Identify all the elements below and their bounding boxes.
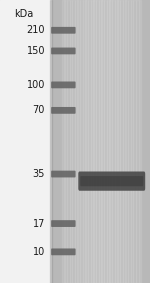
Bar bbox=[117, 0, 120, 283]
Bar bbox=[120, 0, 123, 283]
Text: 10: 10 bbox=[33, 247, 45, 257]
Bar bbox=[64, 0, 67, 283]
Bar bbox=[112, 0, 115, 283]
FancyBboxPatch shape bbox=[51, 248, 76, 255]
Bar bbox=[123, 0, 126, 283]
Bar bbox=[52, 0, 150, 283]
Bar bbox=[67, 0, 70, 283]
Bar bbox=[80, 0, 83, 283]
FancyBboxPatch shape bbox=[51, 48, 76, 54]
FancyBboxPatch shape bbox=[51, 82, 76, 88]
Text: 100: 100 bbox=[27, 80, 45, 90]
Bar bbox=[85, 0, 88, 283]
Bar bbox=[136, 0, 139, 283]
FancyBboxPatch shape bbox=[78, 171, 145, 191]
Bar bbox=[96, 0, 99, 283]
FancyBboxPatch shape bbox=[51, 171, 76, 177]
Bar bbox=[91, 0, 94, 283]
Bar bbox=[128, 0, 131, 283]
Bar bbox=[0, 0, 52, 283]
FancyBboxPatch shape bbox=[80, 176, 143, 186]
Bar bbox=[104, 0, 107, 283]
Bar bbox=[88, 0, 91, 283]
Text: 210: 210 bbox=[27, 25, 45, 35]
Bar bbox=[78, 0, 80, 283]
Bar bbox=[50, 0, 52, 283]
Bar bbox=[109, 0, 112, 283]
Text: kDa: kDa bbox=[14, 9, 34, 19]
Text: 35: 35 bbox=[33, 169, 45, 179]
FancyBboxPatch shape bbox=[51, 107, 76, 114]
Text: 17: 17 bbox=[33, 218, 45, 229]
Bar bbox=[83, 0, 86, 283]
Text: 70: 70 bbox=[33, 105, 45, 115]
Bar bbox=[72, 0, 75, 283]
Bar bbox=[115, 0, 118, 283]
Bar bbox=[107, 0, 110, 283]
Bar bbox=[70, 0, 72, 283]
Bar bbox=[93, 0, 96, 283]
Bar bbox=[61, 0, 64, 283]
Text: 150: 150 bbox=[27, 46, 45, 56]
Bar bbox=[101, 0, 104, 283]
Bar bbox=[138, 0, 141, 283]
Bar bbox=[75, 0, 78, 283]
Bar bbox=[133, 0, 136, 283]
FancyBboxPatch shape bbox=[51, 220, 76, 227]
Bar bbox=[125, 0, 128, 283]
Bar bbox=[130, 0, 134, 283]
Bar bbox=[99, 0, 102, 283]
FancyBboxPatch shape bbox=[51, 27, 76, 34]
